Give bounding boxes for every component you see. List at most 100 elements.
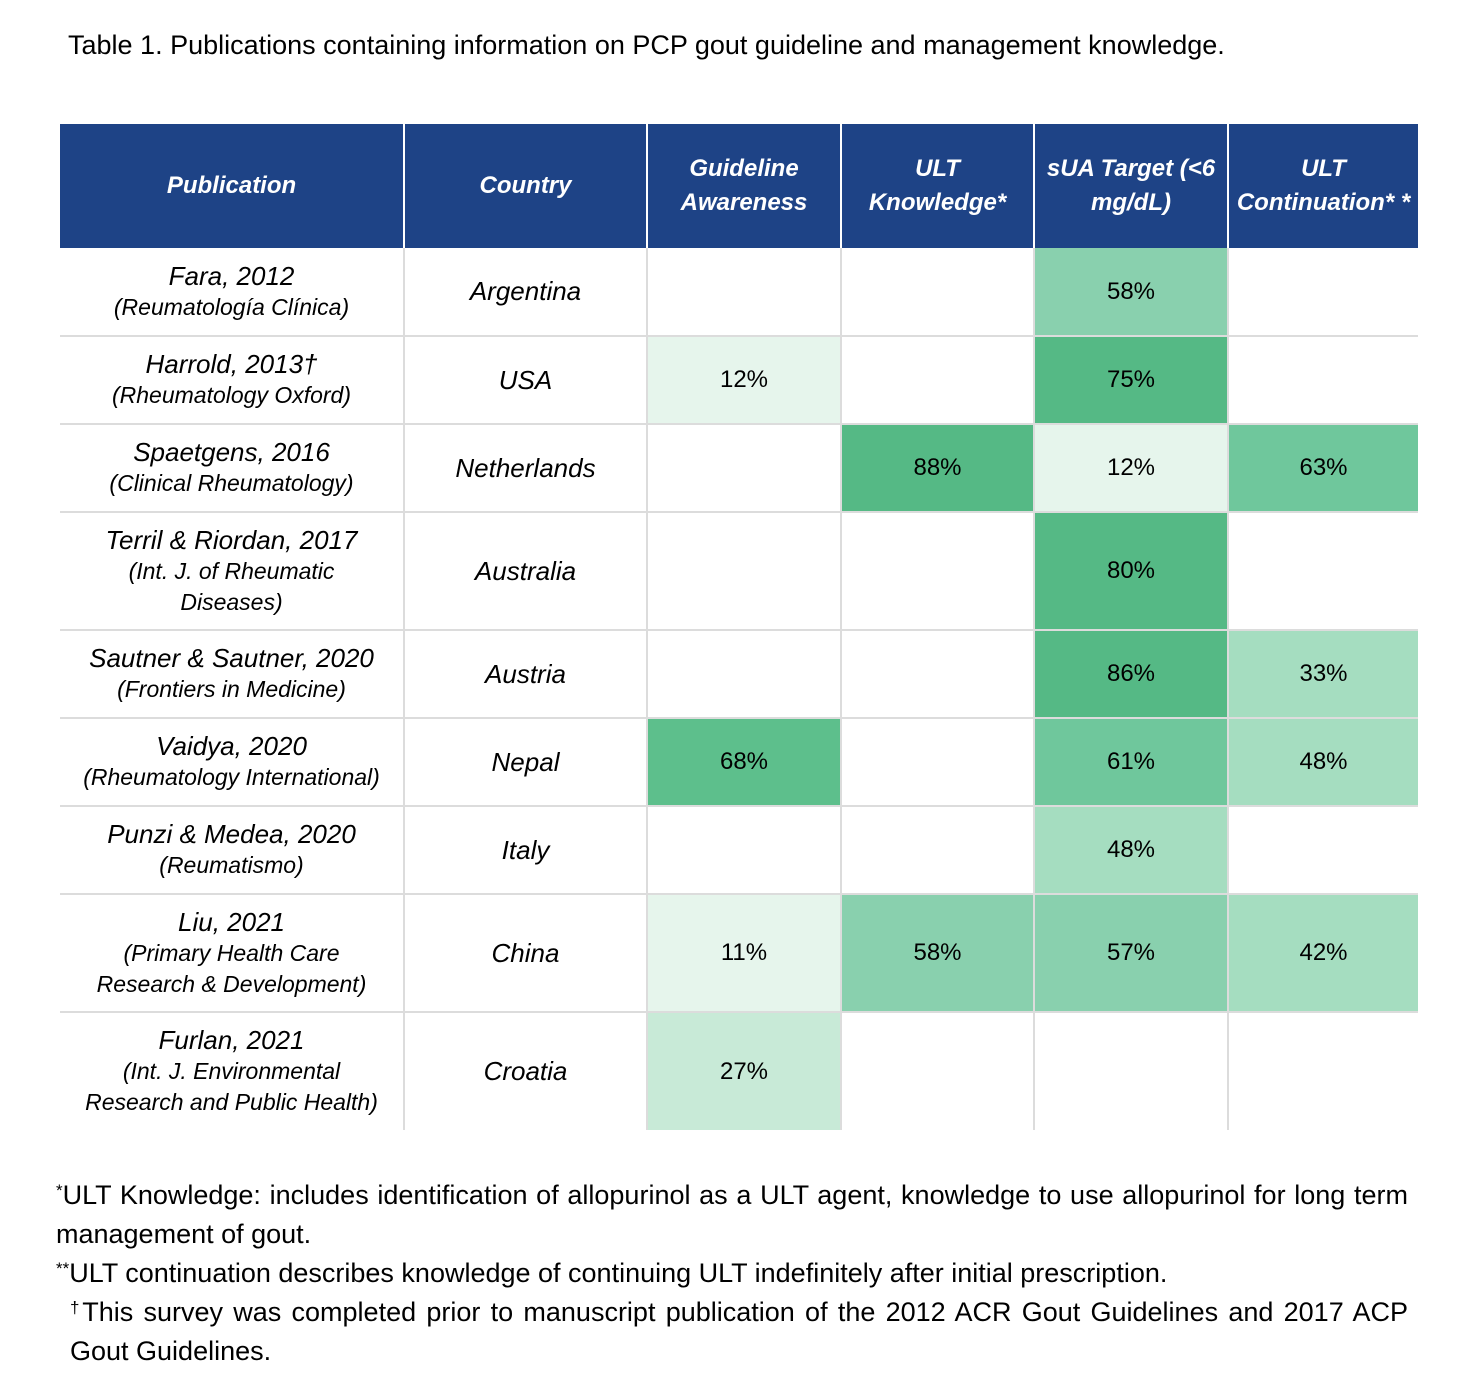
footnote-mark: ** (56, 1259, 70, 1278)
cell-ult-knowledge (841, 336, 1035, 425)
cell-ult-continuation: 33% (1228, 630, 1418, 719)
cell-sua-target: 12% (1034, 424, 1229, 513)
cell-publication: Punzi & Medea, 2020 (Reumatismo) (60, 806, 405, 895)
header-ult-knowledge: ULT Knowledge* (841, 124, 1035, 248)
cell-ult-knowledge: 58% (841, 894, 1035, 1013)
header-sua-target: sUA Target (<6 mg/dL) (1034, 124, 1229, 248)
table-row: Fara, 2012 (Reumatología Clínica) Argentin… (60, 248, 1418, 337)
cell-ult-continuation: 48% (1228, 718, 1418, 807)
footnotes: *ULT Knowledge: includes identification … (56, 1176, 1408, 1371)
cell-ult-continuation (1228, 512, 1418, 631)
cell-ult-continuation: 42% (1228, 894, 1418, 1013)
table-row: Harrold, 2013† (Rheumatology Oxford) USA 12… (60, 336, 1418, 425)
cell-publication: Harrold, 2013† (Rheumatology Oxford) (60, 336, 405, 425)
cell-ult-knowledge (841, 718, 1035, 807)
table-row: Vaidya, 2020 (Rheumatology International)… (60, 718, 1418, 807)
cell-sua-target: 61% (1034, 718, 1229, 807)
header-guideline-awareness: Guideline Awareness (647, 124, 842, 248)
cell-publication: Furlan, 2021 (Int. J. Environmental Resea… (60, 1012, 405, 1130)
footnote-ult-continuation: **ULT continuation describes knowledge o… (56, 1254, 1408, 1293)
header-publication: Publication (60, 124, 405, 248)
cell-ult-knowledge (841, 248, 1035, 337)
cell-country: China (404, 894, 648, 1013)
cell-ult-knowledge (841, 1012, 1035, 1130)
cell-country: Netherlands (404, 424, 648, 513)
cell-guideline-awareness (647, 512, 842, 631)
cell-sua-target: 57% (1034, 894, 1229, 1013)
cell-ult-continuation (1228, 806, 1418, 895)
cell-guideline-awareness: 68% (647, 718, 842, 807)
cell-country: USA (404, 336, 648, 425)
footnote-text: This survey was completed prior to manus… (70, 1297, 1408, 1366)
publication-name: Punzi & Medea, 2020 (107, 819, 356, 849)
publication-journal: (Int. J. of Rheumatic Diseases) (128, 557, 335, 615)
publication-journal: (Clinical Rheumatology) (109, 470, 354, 496)
cell-guideline-awareness (647, 248, 842, 337)
publication-name: Liu, 2021 (178, 906, 285, 937)
cell-sua-target (1034, 1012, 1229, 1130)
publication-name: Vaidya, 2020 (156, 731, 307, 761)
cell-country: Austria (404, 630, 648, 719)
header-country: Country (404, 124, 648, 248)
publication-journal: (Reumatismo) (159, 852, 304, 878)
publication-journal: (Rheumatology Oxford) (111, 382, 352, 408)
cell-ult-continuation (1228, 248, 1418, 337)
cell-ult-continuation: 63% (1228, 424, 1418, 513)
cell-country: Argentina (404, 248, 648, 337)
footnote-mark: * (56, 1181, 63, 1200)
cell-country: Croatia (404, 1012, 648, 1130)
cell-guideline-awareness: 11% (647, 894, 842, 1013)
table-row: Liu, 2021 (Primary Health Care Research &… (60, 894, 1418, 1013)
publication-name: Spaetgens, 2016 (133, 437, 330, 467)
table-row: Terril & Riordan, 2017 (Int. J. of Rheuma… (60, 512, 1418, 631)
cell-ult-continuation (1228, 336, 1418, 425)
table-caption: Table 1. Publications containing informa… (68, 30, 1225, 60)
cell-country: Nepal (404, 718, 648, 807)
publication-name: Sautner & Sautner, 2020 (89, 643, 374, 673)
cell-ult-knowledge (841, 630, 1035, 719)
footnote-mark: † (70, 1298, 83, 1317)
publication-journal: (Reumatología Clínica) (113, 293, 350, 320)
cell-ult-knowledge: 88% (841, 424, 1035, 513)
footnote-ult-knowledge: *ULT Knowledge: includes identification … (56, 1176, 1408, 1254)
header-ult-continuation: ULT Continuation* * (1228, 124, 1418, 248)
cell-guideline-awareness (647, 424, 842, 513)
cell-publication: Liu, 2021 (Primary Health Care Research &… (60, 894, 405, 1013)
cell-publication: Terril & Riordan, 2017 (Int. J. of Rheuma… (60, 512, 405, 631)
table-row: Sautner & Sautner, 2020 (Frontiers in Med… (60, 630, 1418, 719)
publication-journal: (Rheumatology International) (83, 764, 380, 790)
cell-publication: Vaidya, 2020 (Rheumatology International) (60, 718, 405, 807)
publication-journal: (Int. J. Environmental Research and Publ… (85, 1058, 378, 1115)
footnote-survey: †This survey was completed prior to manu… (56, 1293, 1408, 1371)
cell-sua-target: 58% (1034, 248, 1229, 337)
table-row: Spaetgens, 2016 (Clinical Rheumatology) Ne… (60, 424, 1418, 513)
cell-guideline-awareness (647, 806, 842, 895)
publication-name: Terril & Riordan, 2017 (105, 524, 358, 555)
cell-country: Australia (404, 512, 648, 631)
publication-name: Harrold, 2013† (145, 349, 318, 379)
cell-ult-knowledge (841, 512, 1035, 631)
cell-country: Italy (404, 806, 648, 895)
cell-sua-target: 80% (1034, 512, 1229, 631)
cell-sua-target: 75% (1034, 336, 1229, 425)
publication-journal: (Primary Health Care Research & Developm… (96, 939, 367, 997)
cell-guideline-awareness (647, 630, 842, 719)
cell-sua-target: 48% (1034, 806, 1229, 895)
publication-name: Fara, 2012 (168, 260, 295, 291)
footnote-text: ULT continuation describes knowledge of … (69, 1258, 1168, 1288)
cell-publication: Sautner & Sautner, 2020 (Frontiers in Med… (60, 630, 405, 719)
header-row: Publication Country Guideline Awareness … (60, 124, 1418, 248)
table-row: Punzi & Medea, 2020 (Reumatismo) Italy 48% (60, 806, 1418, 895)
cell-guideline-awareness: 27% (647, 1012, 842, 1130)
footnote-text: ULT Knowledge: includes identification o… (56, 1180, 1408, 1249)
publication-name: Furlan, 2021 (158, 1025, 305, 1055)
table-row: Furlan, 2021 (Int. J. Environmental Resea… (60, 1012, 1418, 1130)
cell-ult-knowledge (841, 806, 1035, 895)
cell-ult-continuation (1228, 1012, 1418, 1130)
cell-publication: Fara, 2012 (Reumatología Clínica) (60, 248, 405, 337)
cell-publication: Spaetgens, 2016 (Clinical Rheumatology) (60, 424, 405, 513)
publication-journal: (Frontiers in Medicine) (117, 676, 346, 702)
knowledge-table: Publication Country Guideline Awareness … (60, 124, 1418, 1130)
cell-guideline-awareness: 12% (647, 336, 842, 425)
cell-sua-target: 86% (1034, 630, 1229, 719)
